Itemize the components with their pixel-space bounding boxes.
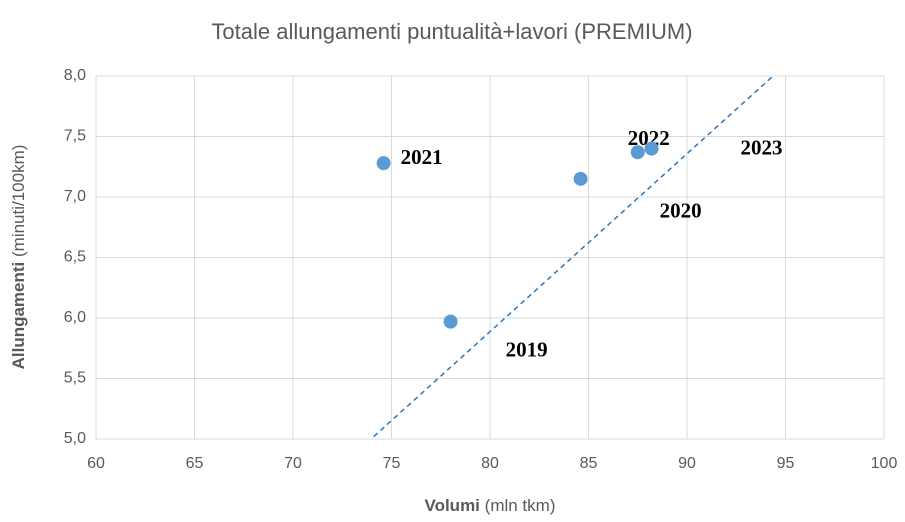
point (443, 314, 458, 329)
x-axis-label-bold: Volumi (425, 496, 480, 515)
point (630, 145, 645, 160)
x-tick-label: 70 (284, 455, 302, 472)
x-tick-label: 85 (580, 455, 598, 472)
x-tick-label: 75 (383, 455, 401, 472)
y-axis-label: Allungamenti (minuti/100km) (9, 145, 28, 370)
y-axis-label-unit: (minuti/100km) (9, 145, 28, 257)
y-axis-label-bold: Allungamenti (9, 262, 28, 370)
x-tick-label: 60 (87, 455, 105, 472)
x-tick-label: 80 (481, 455, 499, 472)
point (376, 156, 391, 171)
x-tick-label: 100 (871, 455, 898, 472)
trendline (373, 76, 773, 438)
data-label: 2021 (401, 145, 443, 169)
data-label: 2020 (660, 199, 702, 223)
y-tick-label: 7,0 (64, 188, 86, 205)
chart-title: Totale allungamenti puntualità+lavori (P… (211, 19, 692, 44)
y-tick-label: 5,0 (64, 430, 86, 447)
x-tick-label: 95 (777, 455, 795, 472)
x-tick-label: 65 (186, 455, 204, 472)
x-axis-label: Volumi (mln tkm) (425, 496, 556, 515)
y-tick-label: 7,5 (64, 128, 86, 145)
point (644, 141, 659, 156)
y-tick-label: 6,5 (64, 249, 86, 266)
x-axis-label-unit: (mln tkm) (485, 496, 556, 515)
x-tick-label: 90 (678, 455, 696, 472)
y-tick-label: 6,0 (64, 309, 86, 326)
data-label: 2023 (741, 135, 783, 159)
point (573, 171, 588, 186)
y-tick-label: 5,5 (64, 370, 86, 387)
y-tick-label: 8,0 (64, 67, 86, 84)
data-label: 2019 (506, 337, 548, 361)
